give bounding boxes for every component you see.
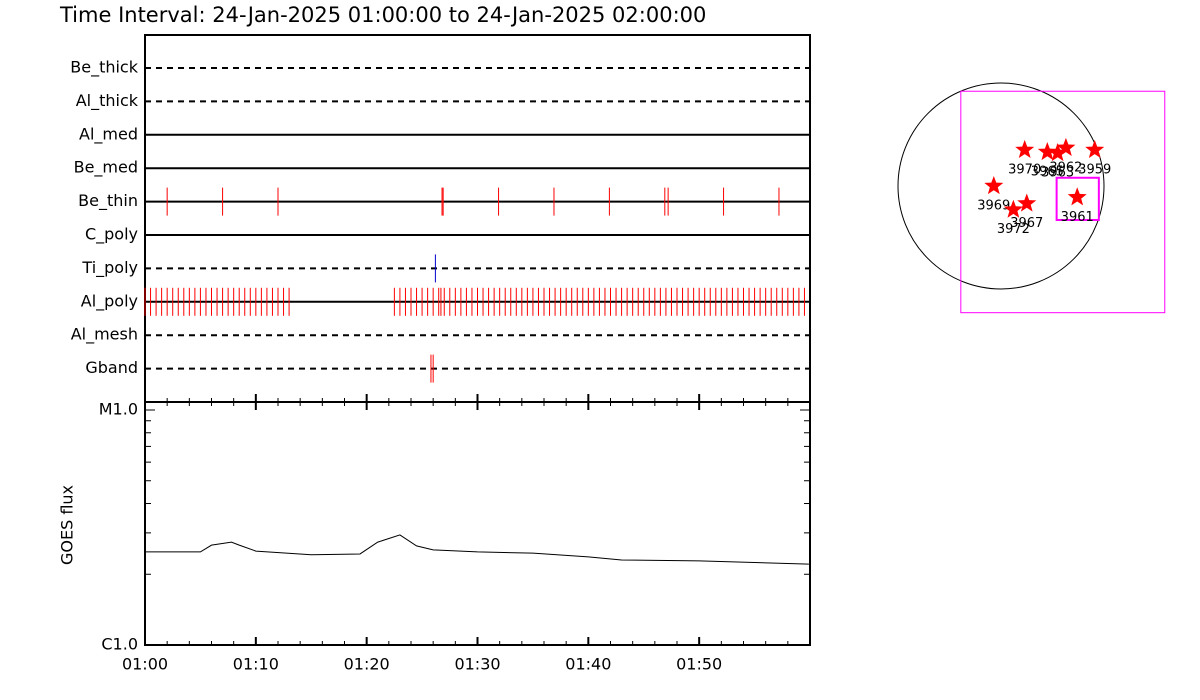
x-tick-label: 01:00	[122, 655, 168, 674]
region-label: 3967	[1010, 216, 1043, 231]
y-axis-label: GOES flux	[58, 485, 77, 565]
region-label: 3965	[1031, 165, 1064, 180]
x-tick-label: 01:10	[233, 655, 279, 674]
region-star	[1067, 187, 1087, 206]
filter-label: Al_med	[79, 124, 138, 144]
x-tick-label: 01:30	[454, 655, 500, 674]
x-tick-label: 01:40	[565, 655, 611, 674]
region-star	[984, 176, 1004, 195]
x-tick-label: 01:50	[676, 655, 722, 674]
region-label: 3970	[1008, 162, 1041, 177]
filter-label: Be_med	[74, 158, 138, 178]
region-label: 3972	[997, 222, 1030, 237]
region-star	[1003, 199, 1023, 218]
filter-label: Al_thick	[76, 91, 139, 111]
region-star	[1037, 142, 1057, 161]
region-star	[1056, 137, 1076, 156]
filter-label: Ti_poly	[81, 258, 138, 278]
region-label: 3969	[977, 199, 1010, 214]
filter-label: Al_poly	[81, 291, 138, 311]
filter-label: C_poly	[85, 225, 138, 245]
region-star	[1085, 139, 1105, 158]
region-star	[1015, 139, 1035, 158]
filter-panel	[144, 34, 811, 403]
chart-title: Time Interval: 24-Jan-2025 01:00:00 to 2…	[59, 3, 706, 27]
region-star	[1017, 193, 1037, 212]
filter-label: Be_thick	[70, 58, 138, 78]
y-tick-label: C1.0	[101, 635, 138, 654]
filter-label: Be_thin	[78, 191, 138, 211]
goes-curve	[145, 534, 809, 565]
region-label: 3963	[1041, 166, 1074, 181]
region-label: 3961	[1061, 210, 1094, 225]
fov-box	[960, 90, 1166, 314]
goes-panel	[144, 401, 811, 646]
y-tick-label: M1.0	[99, 400, 138, 419]
region-label: 3962	[1049, 160, 1082, 175]
region-star	[1048, 143, 1068, 162]
region-label: 3959	[1078, 162, 1111, 177]
filter-label: Al_mesh	[71, 325, 138, 345]
filter-label: Gband	[85, 358, 138, 377]
fov-box	[1055, 176, 1100, 221]
x-tick-label: 01:20	[344, 655, 390, 674]
solar-disk	[897, 82, 1105, 290]
